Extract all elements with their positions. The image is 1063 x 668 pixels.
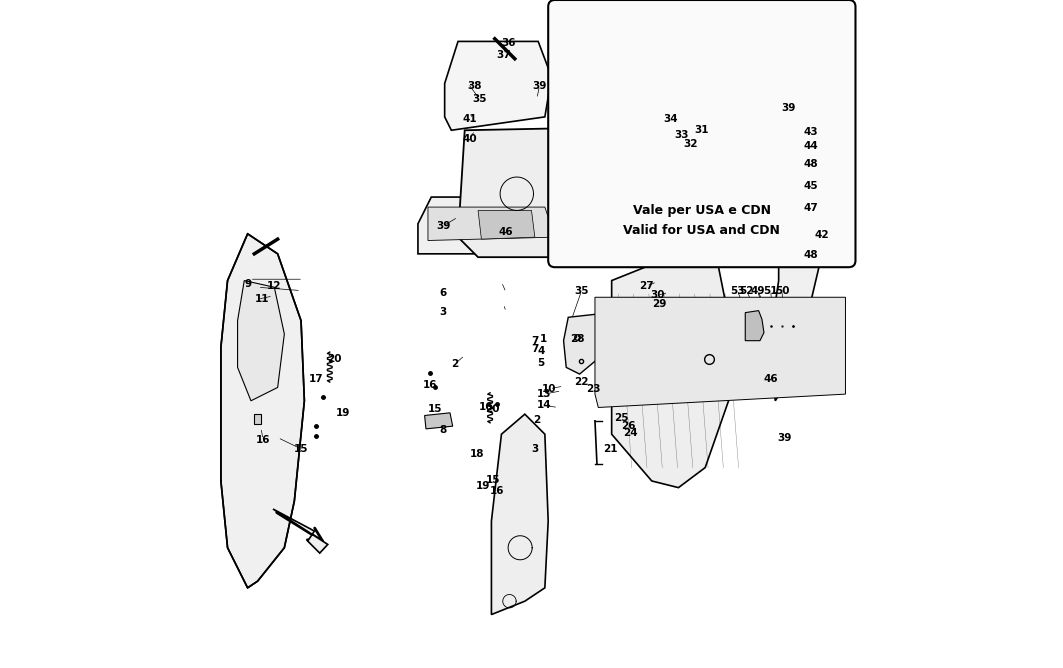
Polygon shape [595, 297, 845, 407]
Text: 4: 4 [537, 346, 544, 355]
Text: 37: 37 [496, 50, 510, 59]
Polygon shape [458, 128, 581, 257]
Text: 27: 27 [639, 281, 654, 291]
Text: 18: 18 [470, 450, 484, 459]
Text: 48: 48 [804, 159, 819, 168]
Text: 2: 2 [534, 415, 540, 424]
Polygon shape [418, 197, 572, 254]
Text: 16: 16 [490, 486, 504, 496]
FancyBboxPatch shape [549, 0, 856, 267]
Text: 36: 36 [501, 39, 516, 48]
Text: 7: 7 [532, 336, 539, 345]
Polygon shape [254, 414, 260, 424]
Text: 45: 45 [804, 181, 819, 190]
Text: 40: 40 [462, 134, 477, 144]
Text: 31: 31 [694, 126, 709, 135]
Text: 39: 39 [533, 81, 546, 90]
Text: Vale per USA e CDN: Vale per USA e CDN [632, 204, 771, 217]
Text: 2: 2 [451, 359, 458, 369]
Text: 35: 35 [574, 286, 589, 295]
Text: 44: 44 [804, 141, 819, 150]
Text: 1: 1 [540, 335, 547, 344]
Text: 43: 43 [804, 128, 819, 137]
Text: Valid for USA and CDN: Valid for USA and CDN [623, 224, 780, 237]
Text: 25: 25 [614, 413, 629, 422]
Text: 16: 16 [256, 435, 270, 444]
Text: 34: 34 [663, 114, 678, 124]
Text: 39: 39 [777, 433, 791, 442]
Text: 6: 6 [440, 288, 446, 297]
Text: 29: 29 [653, 299, 667, 309]
Text: 10: 10 [542, 384, 557, 393]
Text: 42: 42 [814, 230, 829, 240]
Text: 19: 19 [476, 482, 491, 491]
Text: 5: 5 [537, 358, 544, 367]
Text: 16: 16 [478, 403, 493, 412]
Text: 39: 39 [781, 104, 796, 113]
Text: 49: 49 [750, 286, 764, 295]
Text: 33: 33 [675, 130, 689, 140]
Polygon shape [237, 281, 284, 401]
Text: 28: 28 [570, 335, 585, 344]
Polygon shape [221, 234, 304, 588]
Text: 9: 9 [244, 279, 251, 289]
Text: 8: 8 [440, 426, 446, 435]
Text: 16: 16 [423, 381, 437, 390]
Text: 20: 20 [327, 355, 341, 364]
Text: 32: 32 [684, 139, 697, 148]
Text: 22: 22 [574, 377, 589, 387]
Polygon shape [745, 311, 764, 341]
Polygon shape [563, 314, 604, 374]
Polygon shape [611, 254, 732, 488]
Text: 51: 51 [763, 286, 778, 295]
Polygon shape [444, 41, 552, 130]
Text: 7: 7 [532, 345, 539, 354]
Text: 23: 23 [586, 384, 601, 393]
Text: 17: 17 [309, 375, 324, 384]
Text: 15: 15 [427, 404, 442, 413]
Text: 13: 13 [537, 389, 552, 399]
Text: 3: 3 [532, 444, 539, 454]
Text: 53: 53 [730, 286, 744, 295]
Text: 24: 24 [623, 428, 638, 438]
Text: 47: 47 [804, 204, 819, 213]
Text: 15: 15 [486, 475, 500, 484]
Text: 21: 21 [603, 444, 618, 454]
Text: 19: 19 [336, 408, 351, 418]
Polygon shape [491, 414, 549, 615]
Text: 50: 50 [775, 286, 789, 295]
Polygon shape [769, 140, 829, 401]
Text: 41: 41 [462, 114, 477, 124]
Polygon shape [424, 413, 453, 429]
Text: 26: 26 [621, 422, 636, 431]
Text: 48: 48 [804, 250, 819, 260]
Polygon shape [273, 509, 327, 553]
Text: 12: 12 [267, 281, 281, 291]
Text: 15: 15 [293, 444, 308, 454]
Polygon shape [602, 128, 648, 140]
Polygon shape [478, 210, 535, 239]
Text: 35: 35 [472, 94, 487, 104]
Text: 11: 11 [255, 294, 270, 303]
Text: 14: 14 [537, 401, 552, 410]
Polygon shape [428, 207, 555, 240]
Polygon shape [598, 119, 712, 237]
Polygon shape [782, 174, 815, 267]
Text: 46: 46 [499, 228, 513, 237]
Text: 20: 20 [486, 405, 500, 414]
Text: 38: 38 [468, 81, 482, 90]
Text: 30: 30 [649, 291, 664, 300]
Text: 39: 39 [436, 221, 451, 230]
Text: 46: 46 [763, 375, 778, 384]
Text: 52: 52 [740, 286, 754, 295]
Text: 3: 3 [440, 307, 446, 317]
